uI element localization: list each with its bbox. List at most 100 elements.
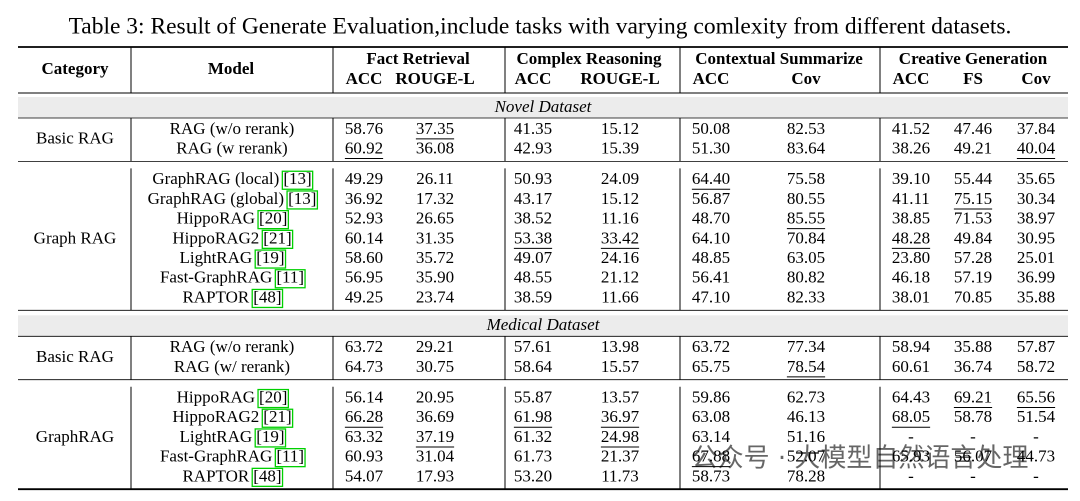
- cell-value: 56.41: [692, 268, 730, 287]
- citation: [19]: [256, 427, 284, 446]
- cell-value: 35.90: [416, 268, 454, 287]
- category: Graph RAG: [34, 228, 117, 247]
- cell-value: 13.98: [601, 337, 639, 356]
- cell-value: 15.12: [601, 119, 639, 138]
- section-band: [18, 97, 1068, 118]
- cell-value: 36.97: [601, 407, 640, 426]
- cell-value: 20.95: [416, 387, 454, 406]
- cell-value: 48.85: [692, 248, 730, 267]
- cell-value: 43.17: [514, 189, 553, 208]
- cell-value: -: [908, 466, 914, 485]
- cell-value: 64.40: [692, 169, 730, 188]
- cell-value: 69.21: [954, 387, 992, 406]
- cell-value: 80.82: [787, 268, 825, 287]
- cell-value: -: [908, 427, 914, 446]
- cell-value: 49.29: [345, 169, 383, 188]
- cell-value: 41.11: [892, 189, 930, 208]
- citation-box: [257, 388, 290, 409]
- citation-box: [261, 229, 294, 250]
- section-title: Novel Dataset: [494, 97, 593, 116]
- cell-value: 24.16: [601, 248, 639, 267]
- citation: [21]: [263, 407, 291, 426]
- cell-value: 37.19: [416, 427, 454, 446]
- cell-value: 57.87: [1017, 337, 1056, 356]
- citation-box: [286, 190, 319, 210]
- cell-value: 36.92: [345, 189, 383, 208]
- cell-value: 53.38: [514, 228, 552, 247]
- citation-box: [251, 467, 284, 488]
- header-cell: ACC: [693, 69, 730, 88]
- cell-value: 41.35: [514, 119, 552, 138]
- cell-value: 35.88: [954, 337, 992, 356]
- cell-value: 78.28: [787, 466, 825, 485]
- model-name: RAG (w/ rerank): [174, 357, 290, 376]
- header-group: Complex Reasoning: [517, 49, 662, 68]
- cell-value: 37.84: [1017, 119, 1056, 138]
- model-name: RAPTOR: [182, 287, 249, 306]
- cell-value: 15.57: [601, 357, 640, 376]
- cell-value: 56.95: [345, 268, 383, 287]
- cell-value: 56.87: [692, 189, 731, 208]
- citation: [20]: [259, 387, 287, 406]
- cell-value: 80.55: [787, 189, 825, 208]
- citation-box: [251, 288, 284, 309]
- cell-value: 71.53: [954, 209, 992, 228]
- model-name: RAG (w/o rerank): [170, 337, 295, 356]
- citation-box: [281, 170, 314, 190]
- header-cell: ACC: [346, 69, 383, 88]
- citation: [13]: [288, 189, 316, 208]
- cell-value: 36.99: [1017, 268, 1055, 287]
- citation-box: [254, 428, 287, 448]
- cell-value: 11.73: [601, 466, 639, 485]
- cell-value: 49.25: [345, 287, 383, 306]
- model-name: GraphRAG (global): [148, 189, 284, 208]
- cell-value: 36.74: [954, 357, 993, 376]
- cell-value: 58.94: [892, 337, 931, 356]
- cell-value: 42.93: [514, 138, 552, 157]
- cell-value: 17.32: [416, 189, 454, 208]
- caption: Table 3: Result of Generate Evaluation,i…: [69, 13, 1012, 39]
- cell-value: 24.98: [601, 427, 639, 446]
- citation-box: [274, 269, 306, 289]
- cell-value: 11.66: [601, 287, 639, 306]
- model-name: HippoRAG2: [172, 228, 259, 247]
- model-name: LightRAG: [179, 248, 252, 267]
- cell-value: 63.05: [787, 248, 825, 267]
- cell-value: 85.55: [787, 209, 825, 228]
- cell-value: 54.07: [345, 466, 384, 485]
- citation: [11]: [276, 447, 304, 466]
- cell-value: 36.69: [416, 407, 454, 426]
- citation: [20]: [259, 209, 287, 228]
- cell-value: 51.16: [787, 427, 825, 446]
- cell-value: 25.01: [1017, 248, 1055, 267]
- cell-value: 62.73: [787, 387, 825, 406]
- cell-value: 38.26: [892, 138, 930, 157]
- cell-value: 17.93: [416, 466, 454, 485]
- cell-value: 53.20: [514, 466, 552, 485]
- header-cell: ACC: [515, 69, 552, 88]
- cell-value: 35.88: [1017, 287, 1055, 306]
- cell-value: 50.08: [692, 119, 730, 138]
- cell-value: 46.13: [787, 407, 825, 426]
- header-cell: ROUGE-L: [395, 69, 474, 88]
- cell-value: 55.44: [954, 169, 993, 188]
- model-name: HippoRAG: [177, 387, 255, 406]
- cell-value: 56.07: [954, 447, 993, 466]
- cell-value: 82.53: [787, 119, 825, 138]
- header-group: Creative Generation: [899, 49, 1048, 68]
- cell-value: 67.88: [692, 447, 730, 466]
- cell-value: 60.14: [345, 228, 384, 247]
- cell-value: 82.33: [787, 287, 825, 306]
- cell-value: 48.70: [692, 209, 730, 228]
- citation: [19]: [256, 248, 284, 267]
- cell-value: 41.52: [892, 119, 930, 138]
- cell-value: 66.28: [345, 407, 383, 426]
- citation-box: [261, 408, 294, 428]
- cell-value: 48.55: [514, 268, 552, 287]
- cell-value: 33.42: [601, 228, 639, 247]
- cell-value: 63.08: [692, 407, 730, 426]
- cell-value: 38.59: [514, 287, 552, 306]
- cell-value: 64.73: [345, 357, 383, 376]
- model-name: HippoRAG2: [172, 407, 259, 426]
- header-cell: Category: [41, 59, 109, 78]
